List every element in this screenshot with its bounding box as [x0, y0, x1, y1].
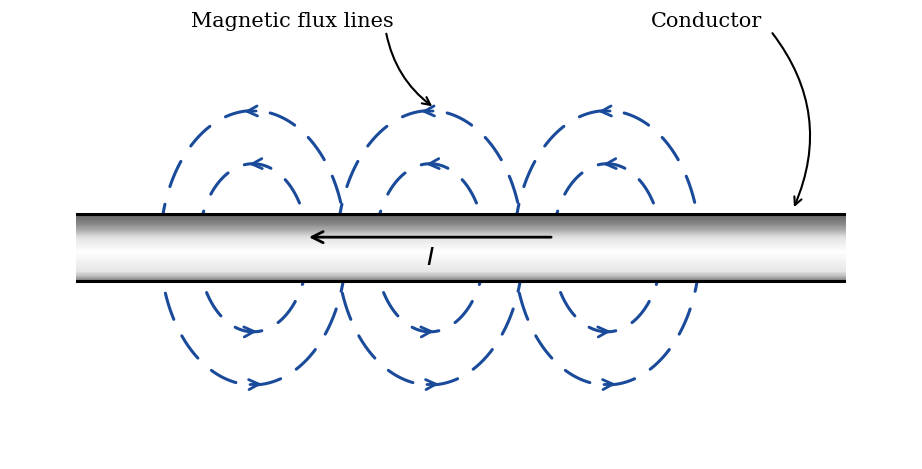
Polygon shape: [77, 272, 845, 273]
Polygon shape: [77, 227, 845, 229]
Polygon shape: [77, 244, 845, 246]
Polygon shape: [77, 256, 845, 257]
Polygon shape: [77, 258, 845, 259]
Polygon shape: [77, 242, 845, 243]
Polygon shape: [77, 243, 845, 244]
Polygon shape: [77, 247, 845, 248]
Polygon shape: [77, 262, 845, 264]
Polygon shape: [77, 250, 845, 251]
Polygon shape: [77, 251, 845, 252]
Polygon shape: [77, 264, 845, 265]
Polygon shape: [77, 220, 845, 221]
Polygon shape: [77, 226, 845, 227]
Polygon shape: [77, 267, 845, 268]
Polygon shape: [77, 246, 845, 247]
Polygon shape: [77, 240, 845, 241]
Polygon shape: [77, 259, 845, 260]
Polygon shape: [77, 215, 845, 216]
Polygon shape: [77, 275, 845, 276]
Text: Conductor: Conductor: [651, 12, 762, 31]
Polygon shape: [77, 270, 845, 271]
Polygon shape: [77, 233, 845, 234]
Polygon shape: [77, 224, 845, 226]
Polygon shape: [77, 278, 845, 279]
Polygon shape: [77, 231, 845, 232]
Text: $I$: $I$: [426, 246, 434, 271]
Polygon shape: [77, 238, 845, 239]
Polygon shape: [77, 236, 845, 238]
Polygon shape: [77, 269, 845, 270]
Polygon shape: [77, 241, 845, 242]
Polygon shape: [77, 221, 845, 222]
Polygon shape: [77, 234, 845, 235]
Polygon shape: [77, 271, 845, 272]
Polygon shape: [77, 265, 845, 266]
Polygon shape: [77, 218, 845, 219]
Polygon shape: [77, 216, 845, 218]
Polygon shape: [77, 230, 845, 231]
Polygon shape: [77, 253, 845, 255]
Polygon shape: [77, 235, 845, 236]
Polygon shape: [77, 280, 845, 281]
Polygon shape: [77, 257, 845, 258]
Polygon shape: [77, 277, 845, 278]
Polygon shape: [77, 260, 845, 261]
Text: Magnetic flux lines: Magnetic flux lines: [191, 12, 394, 31]
Polygon shape: [77, 248, 845, 249]
Polygon shape: [77, 249, 845, 250]
Polygon shape: [77, 232, 845, 233]
Polygon shape: [77, 279, 845, 280]
Polygon shape: [77, 229, 845, 230]
Polygon shape: [77, 268, 845, 269]
Polygon shape: [77, 252, 845, 253]
Polygon shape: [77, 266, 845, 267]
Polygon shape: [77, 255, 845, 256]
Polygon shape: [77, 219, 845, 220]
Polygon shape: [77, 276, 845, 277]
Polygon shape: [77, 214, 845, 215]
Polygon shape: [77, 239, 845, 240]
Polygon shape: [77, 223, 845, 224]
Polygon shape: [77, 273, 845, 275]
Polygon shape: [77, 222, 845, 223]
Polygon shape: [77, 261, 845, 262]
